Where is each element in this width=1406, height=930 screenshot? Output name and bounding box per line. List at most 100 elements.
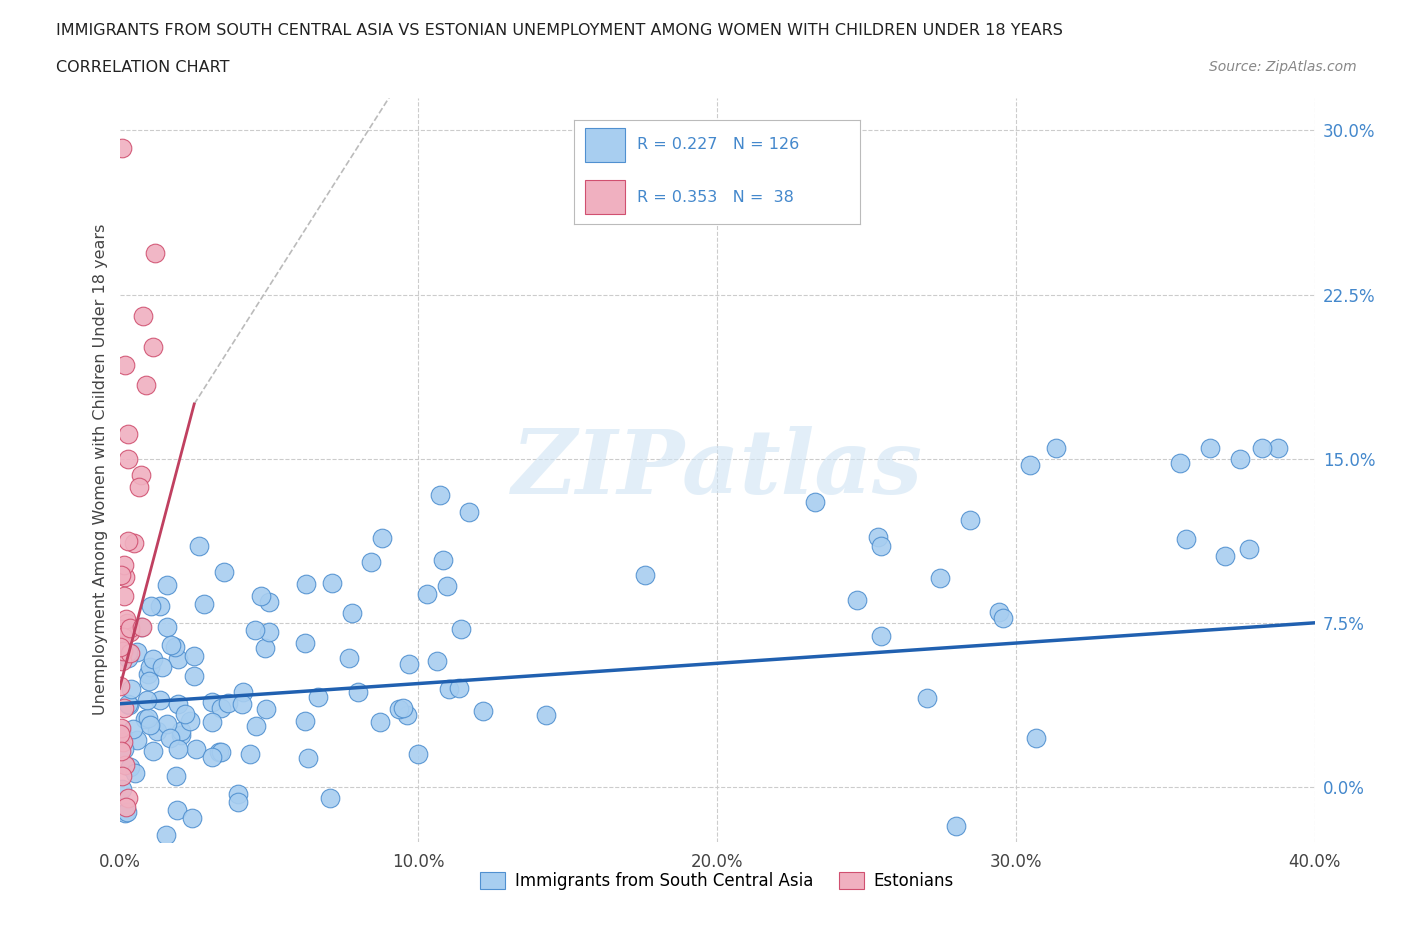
Point [472, 704, 495, 719]
Point [179, 714, 201, 729]
Point [160, 637, 183, 652]
Point [145, 246, 166, 260]
Point [110, 744, 132, 759]
Point [254, 641, 277, 656]
Point [257, 595, 280, 610]
Point [134, 711, 156, 726]
Point [124, 765, 146, 780]
Point [1019, 458, 1042, 472]
Point [111, 627, 134, 642]
Point [112, 589, 135, 604]
Point [117, 427, 139, 442]
Point [183, 648, 205, 663]
Point [111, 631, 134, 645]
Point [239, 747, 262, 762]
Point [114, 758, 136, 773]
Point [1199, 440, 1222, 455]
Point [297, 751, 319, 765]
Point [201, 714, 224, 729]
Point [159, 730, 181, 745]
Point [108, 639, 131, 654]
Text: ZIPatlas: ZIPatlas [512, 426, 922, 513]
Legend: Immigrants from South Central Asia, Estonians: Immigrants from South Central Asia, Esto… [474, 865, 960, 897]
Point [1025, 730, 1047, 745]
Point [437, 681, 460, 696]
Point [112, 741, 135, 756]
Point [231, 697, 253, 711]
Point [146, 724, 169, 738]
Point [1251, 440, 1274, 455]
Point [111, 653, 134, 668]
Text: CORRELATION CHART: CORRELATION CHART [56, 60, 229, 75]
Point [136, 693, 159, 708]
Point [915, 691, 938, 706]
Point [111, 781, 134, 796]
Point [183, 669, 205, 684]
Point [127, 644, 149, 659]
Point [347, 684, 370, 699]
Point [426, 654, 449, 669]
Point [131, 619, 153, 634]
Point [209, 745, 232, 760]
Point [138, 717, 160, 732]
Point [633, 567, 655, 582]
Point [165, 769, 187, 784]
Point [294, 577, 316, 591]
Point [167, 697, 190, 711]
Point [987, 604, 1010, 619]
Point [991, 610, 1014, 625]
Point [136, 667, 159, 682]
Point [118, 645, 141, 660]
Point [117, 615, 139, 630]
Point [959, 512, 981, 527]
Point [114, 799, 136, 814]
Point [371, 530, 394, 545]
Point [110, 637, 132, 652]
Point [319, 790, 342, 805]
Point [360, 554, 382, 569]
Point [117, 451, 139, 466]
Point [337, 651, 360, 666]
Point [1168, 456, 1191, 471]
Point [139, 599, 162, 614]
Point [117, 644, 139, 659]
Point [294, 635, 316, 650]
Point [245, 718, 267, 733]
Point [188, 538, 211, 553]
Point [155, 828, 177, 843]
Point [122, 535, 145, 550]
Point [869, 629, 891, 644]
Point [166, 803, 188, 817]
Point [142, 339, 165, 354]
Point [117, 534, 139, 549]
Point [132, 309, 155, 324]
Point [136, 711, 159, 725]
Point [117, 790, 139, 805]
Point [449, 680, 471, 695]
Point [868, 529, 890, 544]
Point [108, 679, 131, 694]
Point [436, 578, 458, 593]
Point [149, 598, 172, 613]
Point [122, 722, 145, 737]
Point [156, 619, 179, 634]
Point [214, 565, 236, 579]
Point [114, 569, 136, 584]
Point [1213, 549, 1236, 564]
Point [115, 612, 138, 627]
Point [142, 744, 165, 759]
Point [803, 495, 825, 510]
Point [416, 587, 439, 602]
Point [392, 700, 415, 715]
Point [846, 592, 869, 607]
Point [156, 717, 179, 732]
Point [114, 805, 136, 820]
Point [142, 652, 165, 667]
Point [945, 819, 967, 834]
Text: IMMIGRANTS FROM SOUTH CENTRAL ASIA VS ESTONIAN UNEMPLOYMENT AMONG WOMEN WITH CHI: IMMIGRANTS FROM SOUTH CENTRAL ASIA VS ES… [56, 23, 1063, 38]
Point [201, 750, 224, 764]
Point [1045, 440, 1067, 455]
Point [115, 804, 138, 819]
Point [131, 468, 153, 483]
Point [110, 721, 132, 736]
